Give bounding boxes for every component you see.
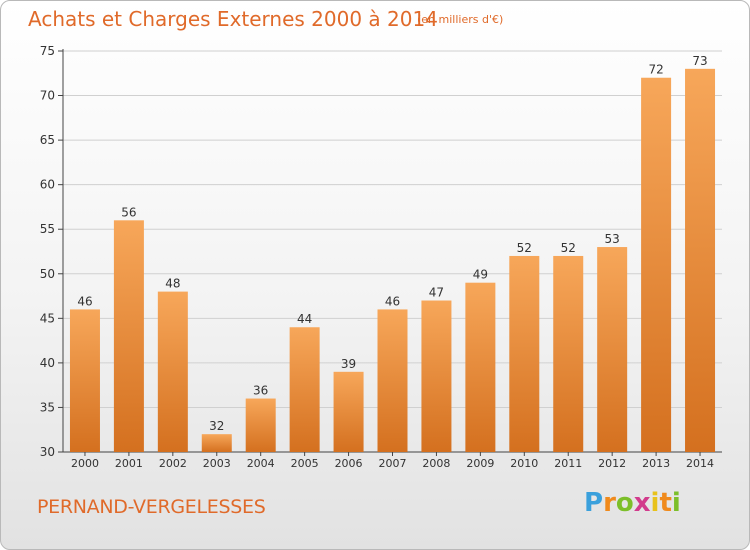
data-label: 56 xyxy=(121,205,136,219)
data-label: 49 xyxy=(473,268,488,282)
chart-title: Achats et Charges Externes 2000 à 2014 xyxy=(28,7,438,31)
y-tick-label: 30 xyxy=(40,445,55,459)
x-tick-label: 2013 xyxy=(642,457,670,470)
logo-letter: x xyxy=(633,488,651,518)
x-tick-label: 2000 xyxy=(71,457,99,470)
bar xyxy=(421,300,452,452)
x-tick-label: 2009 xyxy=(466,457,494,470)
bar xyxy=(289,327,320,452)
y-tick-label: 40 xyxy=(40,356,55,370)
bar xyxy=(465,282,496,452)
bar xyxy=(245,398,276,452)
logo-letter: o xyxy=(615,488,634,518)
bar xyxy=(597,247,628,452)
x-tick-label: 2014 xyxy=(686,457,714,470)
x-tick-label: 2004 xyxy=(247,457,275,470)
bars xyxy=(69,68,716,453)
data-label: 46 xyxy=(77,294,92,308)
y-tick-label: 45 xyxy=(40,311,55,325)
bar xyxy=(333,371,364,452)
bar xyxy=(377,309,408,452)
y-tick-label: 35 xyxy=(40,400,55,414)
data-label: 72 xyxy=(648,63,663,77)
y-tick-label: 60 xyxy=(40,178,55,192)
data-label: 73 xyxy=(692,54,707,68)
chart-unit: (en milliers d'€) xyxy=(417,13,504,26)
data-label: 32 xyxy=(209,419,224,433)
data-label: 48 xyxy=(165,277,180,291)
y-tick-label: 75 xyxy=(40,44,55,58)
bar xyxy=(553,255,584,452)
bar xyxy=(69,309,100,452)
x-tick-label: 2006 xyxy=(335,457,363,470)
data-label: 36 xyxy=(253,384,268,398)
commune-name: PERNAND-VERGELESSES xyxy=(37,496,266,518)
x-tick-label: 2003 xyxy=(203,457,231,470)
data-label: 47 xyxy=(429,286,444,300)
y-tick-label: 50 xyxy=(40,267,55,281)
bar xyxy=(509,255,540,452)
value-labels: 46 56 48 32 36 44 39 46 47 49 52 52 53 72 73 xyxy=(77,54,707,433)
bar xyxy=(157,291,188,452)
logo-letter: t xyxy=(659,488,672,518)
bar xyxy=(201,434,232,452)
proxiti-logo: Proxiti xyxy=(584,488,681,518)
data-label: 52 xyxy=(561,241,576,255)
x-tick-label: 2008 xyxy=(422,457,450,470)
x-tick-label: 2011 xyxy=(554,457,582,470)
logo-letter: r xyxy=(603,488,616,518)
tick-labels: 30 35 40 45 50 55 60 65 70 75 2000 2001 2002 2003 2004… xyxy=(40,44,714,470)
logo-letter: P xyxy=(584,488,604,518)
bar xyxy=(113,220,144,452)
x-tick-label: 2010 xyxy=(510,457,538,470)
x-tick-label: 2002 xyxy=(159,457,187,470)
data-label: 52 xyxy=(517,241,532,255)
data-label: 44 xyxy=(297,312,312,326)
logo-letter: i xyxy=(671,488,681,518)
y-tick-label: 65 xyxy=(40,133,55,147)
x-tick-label: 2005 xyxy=(291,457,319,470)
y-tick-label: 55 xyxy=(40,222,55,236)
logo-letter: i xyxy=(650,488,660,518)
x-tick-label: 2007 xyxy=(379,457,407,470)
data-label: 39 xyxy=(341,357,356,371)
x-tick-label: 2001 xyxy=(115,457,143,470)
y-tick-label: 70 xyxy=(40,89,55,103)
x-tick-label: 2012 xyxy=(598,457,626,470)
bar xyxy=(685,68,716,453)
data-label: 53 xyxy=(605,232,620,246)
data-label: 46 xyxy=(385,294,400,308)
bar xyxy=(641,77,672,452)
